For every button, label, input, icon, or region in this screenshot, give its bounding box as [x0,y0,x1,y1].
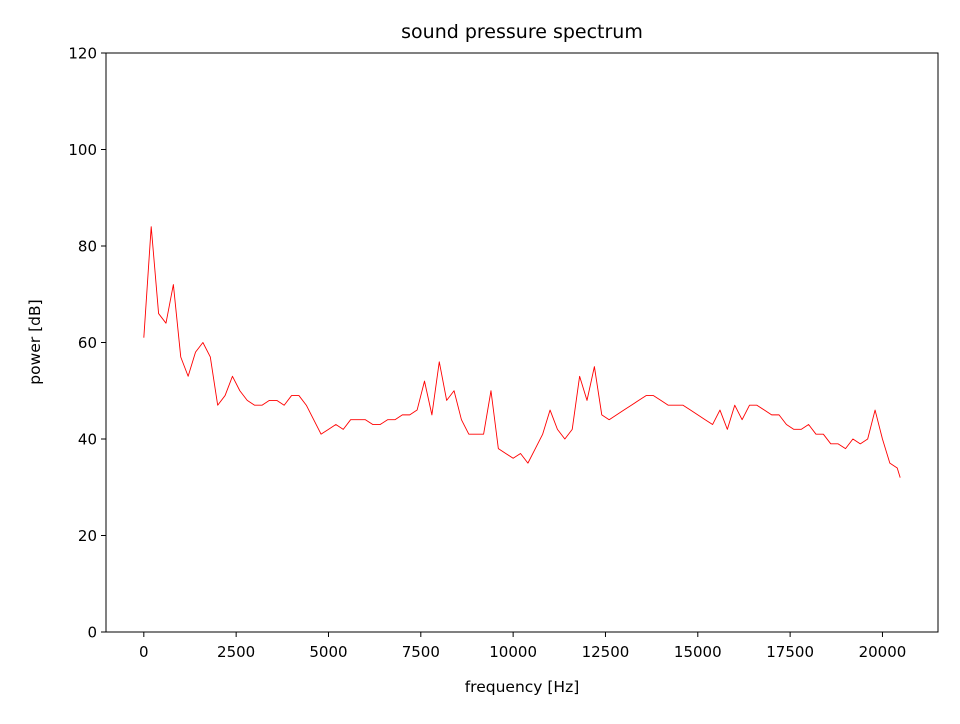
y-tick-label: 60 [78,334,97,352]
x-tick-label: 2500 [217,643,255,661]
y-tick-label: 0 [87,624,97,642]
x-tick-label: 10000 [489,643,537,661]
plot-area: 0 2500 5000 7500 10000 12500 15000 17500 20000 0 2… [68,45,906,662]
y-tick-label: 100 [68,141,97,159]
y-tick-label: 20 [78,527,97,545]
x-tick-label: 17500 [766,643,814,661]
line-series [143,226,901,478]
axes-frame [105,52,939,633]
y-tick-label: 80 [78,238,97,256]
x-tick-label: 7500 [402,643,440,661]
y-tick-label: 40 [78,431,97,449]
y-tick-label: 120 [68,45,97,63]
x-axis-label: frequency [Hz] [465,678,580,696]
y-axis-label: power [dB] [26,299,44,384]
x-tick-label: 15000 [674,643,722,661]
x-tick-label: 5000 [309,643,347,661]
x-tick-label: 0 [139,643,149,661]
x-tick-label: 20000 [859,643,907,661]
chart-title: sound pressure spectrum [401,21,643,43]
x-tick-label: 12500 [582,643,630,661]
